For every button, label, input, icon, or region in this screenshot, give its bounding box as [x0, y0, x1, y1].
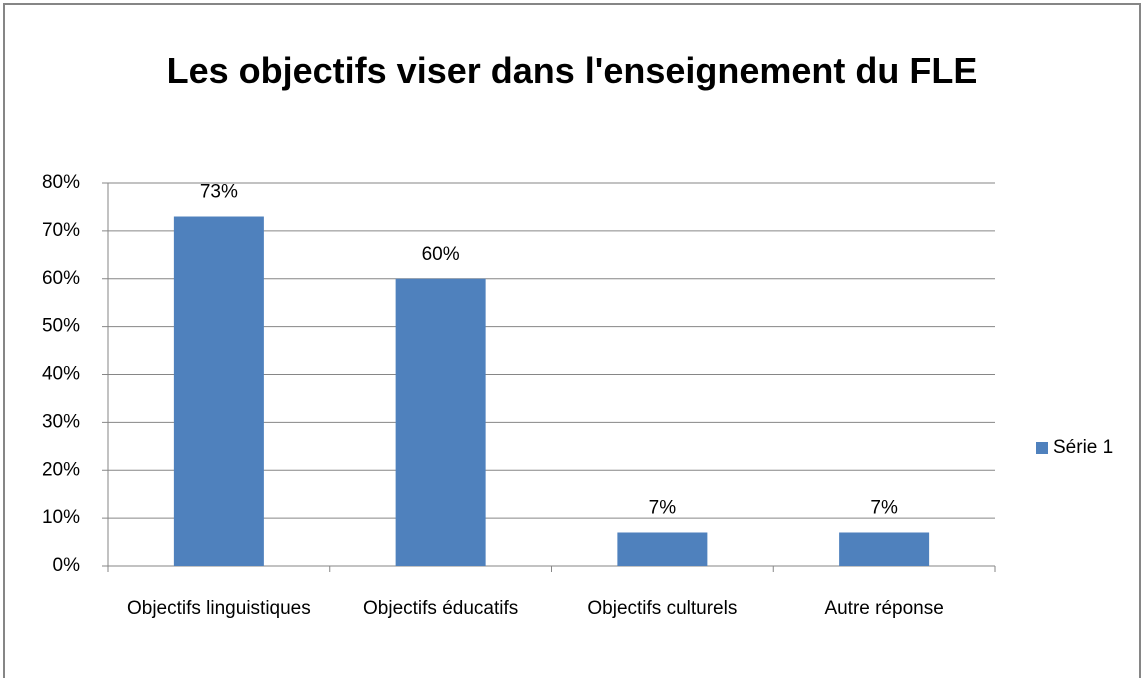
- y-tick-label: 60%: [42, 268, 80, 289]
- chart-title: Les objectifs viser dans l'enseignement …: [166, 50, 978, 91]
- x-tick-label: Objectifs linguistiques: [126, 598, 311, 619]
- y-tick-label: 50%: [42, 316, 80, 337]
- bar: [617, 532, 708, 566]
- legend-swatch: [1036, 442, 1048, 454]
- y-tick-label: 10%: [42, 507, 80, 528]
- x-tick-label: Objectifs éducatifs: [363, 598, 519, 619]
- bar: [395, 278, 486, 566]
- bar: [839, 532, 930, 566]
- data-label: 7%: [870, 498, 898, 519]
- x-tick-label: Autre réponse: [824, 598, 944, 619]
- x-tick-label: Objectifs culturels: [587, 598, 738, 619]
- data-label: 7%: [649, 498, 677, 519]
- y-tick-label: 30%: [42, 411, 80, 432]
- y-tick-label: 20%: [42, 459, 80, 480]
- data-label: 60%: [422, 244, 460, 265]
- data-label: 73%: [200, 182, 238, 203]
- legend-label: Série 1: [1053, 437, 1113, 458]
- y-tick-label: 70%: [42, 220, 80, 241]
- y-tick-label: 80%: [42, 172, 80, 193]
- bar: [173, 216, 264, 566]
- y-tick-label: 0%: [53, 555, 81, 576]
- y-tick-label: 40%: [42, 364, 80, 385]
